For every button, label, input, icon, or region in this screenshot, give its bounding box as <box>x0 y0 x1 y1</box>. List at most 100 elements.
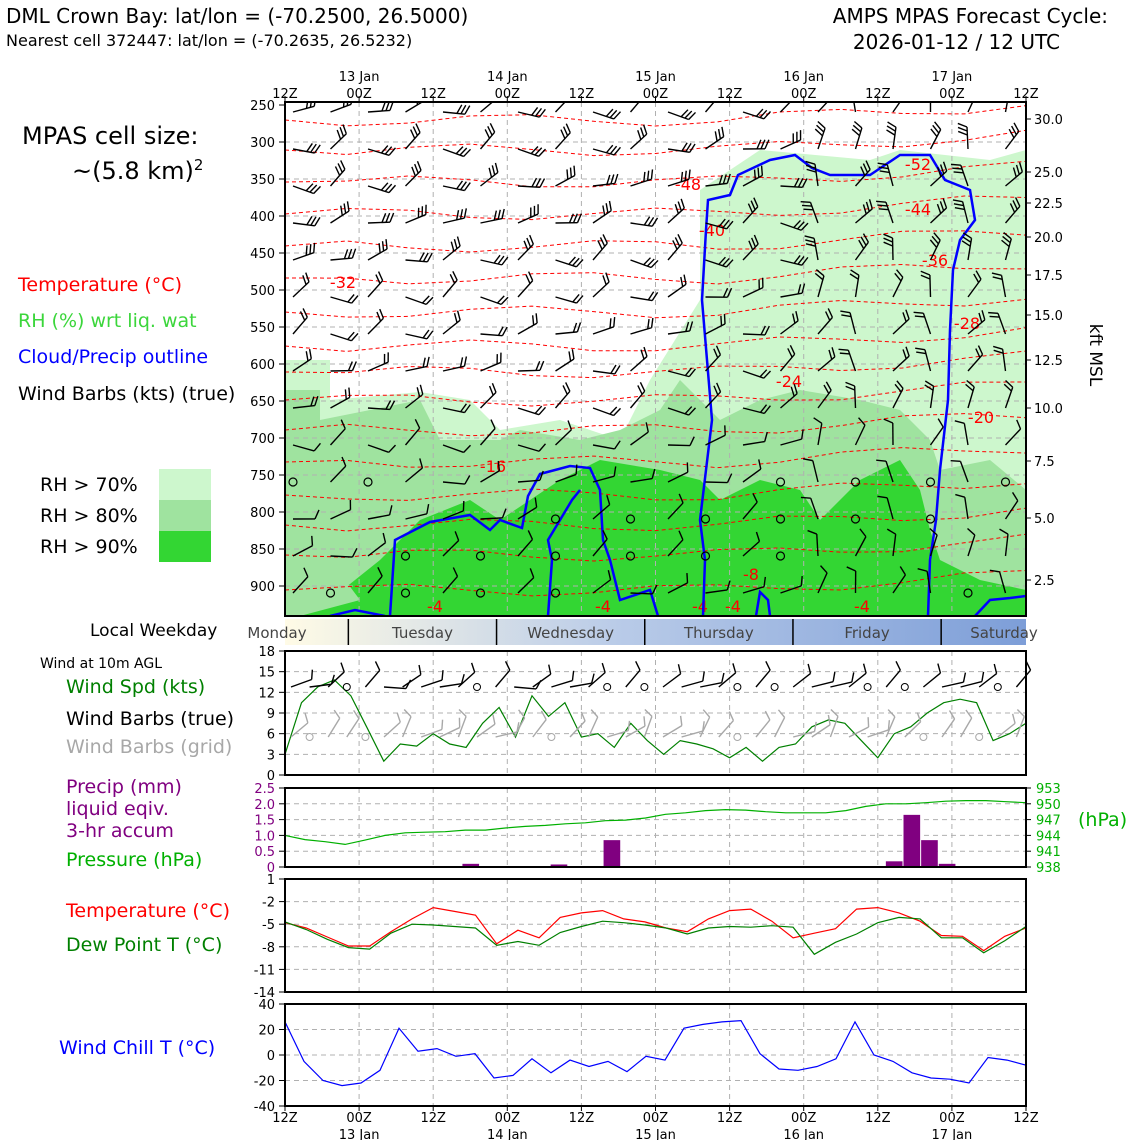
weekday-label: Local Weekday <box>90 621 218 641</box>
calm-wind-circle <box>603 683 612 691</box>
pressure-tick-label: 300 <box>250 136 275 151</box>
wind-barb <box>630 468 656 483</box>
wind-barb <box>517 145 547 157</box>
wind-barb <box>877 162 894 187</box>
isotherm <box>285 195 1026 221</box>
wind-barb <box>292 395 319 409</box>
wind-barb <box>630 584 658 595</box>
wind-barb <box>367 308 385 335</box>
surface-wind-barb <box>364 661 381 688</box>
wind-barb <box>917 567 932 594</box>
wind-barb <box>555 293 584 304</box>
wind-barb <box>1004 197 1021 224</box>
top-time-tick: 12Z <box>865 87 891 102</box>
weekday-label: Monday <box>247 624 306 642</box>
wind-barb <box>480 295 509 306</box>
bottom-time-tick: 12Z <box>865 1111 891 1126</box>
pressure-tick-label: 250 <box>250 99 275 114</box>
wind-barb <box>592 173 619 187</box>
top-date-label: 15 Jan <box>635 70 676 85</box>
wind-barb <box>517 177 546 189</box>
weekday-label: Tuesday <box>391 624 453 642</box>
temp-tick-label: -2 <box>262 896 275 911</box>
wind-barb <box>854 417 866 446</box>
surface-wind-barb <box>941 672 967 688</box>
chill-tick-label: -40 <box>254 1100 275 1115</box>
wind-barb <box>479 122 496 150</box>
calm-wind-circle <box>863 683 872 691</box>
wind-barb <box>892 309 910 335</box>
precip-tick-label: 1.5 <box>254 814 275 829</box>
wind-barb <box>855 199 873 224</box>
wind-barb <box>876 459 894 483</box>
grid-wind-barb <box>997 713 1016 738</box>
wind-barb <box>838 348 857 372</box>
wind-barb <box>807 529 819 557</box>
calm-wind-circle <box>700 514 711 524</box>
wind-barb <box>592 440 621 450</box>
wind-barb <box>292 242 316 261</box>
wind-barb <box>883 418 894 446</box>
grid-calm-circle <box>733 733 742 741</box>
precip-panel-frame <box>284 787 1027 868</box>
wind-barb <box>667 462 689 483</box>
top-time-tick: 12Z <box>717 87 743 102</box>
surface-wind-barb <box>327 662 345 688</box>
calm-wind-circle <box>640 683 649 691</box>
height-tick-label: 5.0 <box>1034 512 1055 527</box>
pressure-tick-label: 947 <box>1036 814 1061 829</box>
wind-barb <box>877 495 894 520</box>
grid-wind-barb <box>718 711 735 738</box>
wind-barb <box>555 165 576 187</box>
wind-barb <box>480 460 501 483</box>
temp-tick-label: -11 <box>254 963 275 978</box>
height-tick-label: 22.5 <box>1034 197 1063 212</box>
cell-size-value: ~(5.8 km)2 <box>72 156 204 185</box>
calm-wind-circle <box>342 683 351 691</box>
chill-tick-label: 20 <box>258 1024 275 1039</box>
wind-barb <box>330 547 358 558</box>
chill-tick-label: 0 <box>267 1049 275 1064</box>
wind-barb <box>846 566 857 594</box>
grid-calm-circle <box>305 733 314 741</box>
calm-wind-circle <box>850 514 861 524</box>
surface-wind-barb <box>848 663 867 688</box>
wind-barb <box>555 349 575 372</box>
wind-barb <box>517 234 534 261</box>
wind-barb <box>991 272 1007 298</box>
grid-wind-barb <box>625 716 646 738</box>
calm-wind-circle <box>475 588 486 598</box>
wind-barb <box>1004 102 1011 113</box>
wind-barb <box>742 197 759 224</box>
wind-barb <box>742 531 761 557</box>
wind-barb <box>952 199 969 224</box>
wind-barb <box>517 204 539 224</box>
wind-barb <box>667 274 687 298</box>
grid-wind-barb <box>848 717 870 738</box>
wind-barb <box>405 329 434 340</box>
wind-barb <box>330 201 350 224</box>
grid-wind-barb <box>383 712 401 738</box>
surface-wind-barb <box>922 663 942 688</box>
grid-wind-barb <box>532 710 547 738</box>
wind-barb <box>554 123 571 150</box>
surface-wind-barb <box>792 663 812 688</box>
wind-barb <box>780 311 799 335</box>
precip-bar <box>603 840 621 867</box>
wind-barb <box>555 213 583 224</box>
isotherm <box>285 507 1026 532</box>
calm-wind-circle <box>963 588 973 598</box>
temp-tick-label: -5 <box>262 918 275 933</box>
wind-barb <box>742 369 772 379</box>
calm-wind-circle <box>400 588 411 598</box>
height-tick-label: 17.5 <box>1034 269 1063 284</box>
wind-barb <box>330 248 357 261</box>
calm-wind-circle <box>550 551 561 561</box>
cloud-outline <box>754 589 772 616</box>
wind-barb <box>845 381 857 409</box>
surface-wind-barb <box>960 671 985 688</box>
pressure-tick-label: 350 <box>250 173 275 188</box>
wind-barb <box>517 405 547 416</box>
height-tick-label: 20.0 <box>1034 231 1063 246</box>
isotherm-label: -32 <box>330 273 356 292</box>
